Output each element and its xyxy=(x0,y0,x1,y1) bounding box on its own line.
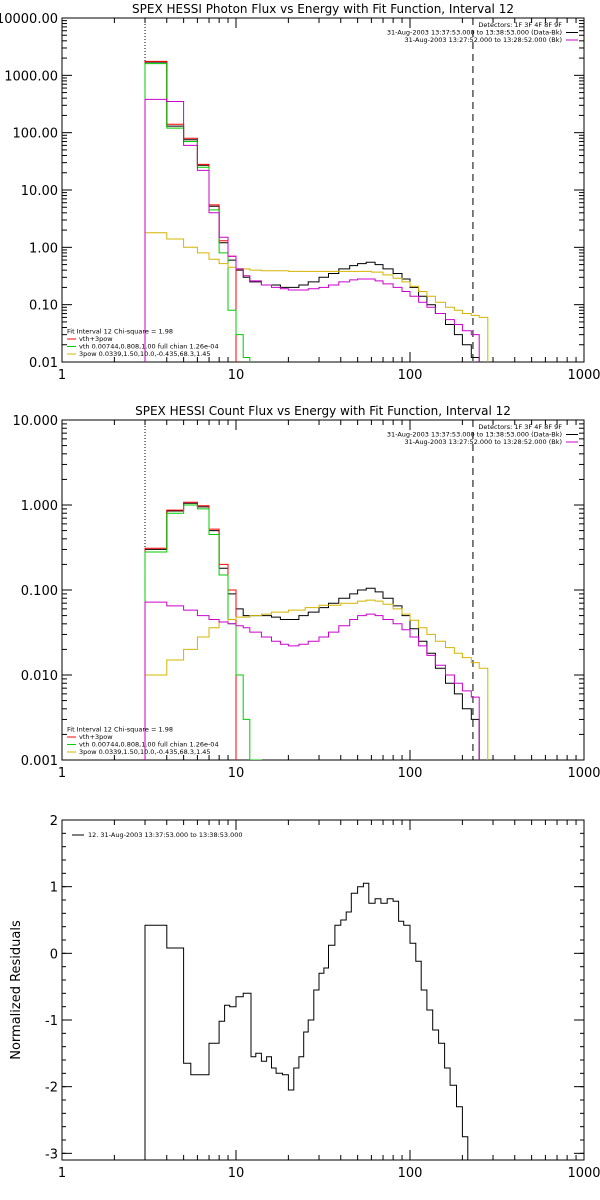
y-tick-label: 0 xyxy=(50,947,58,962)
y-tick-label: 100.00 xyxy=(13,127,59,142)
legend-entry: vth+3pow xyxy=(79,335,113,343)
y-tick-label: 1.000 xyxy=(21,499,58,514)
series-line-3 xyxy=(144,504,262,760)
legend-top-left: 12. 31-Aug-2003 13:37:53.000 to 13:38:53… xyxy=(72,831,243,839)
x-tick-label: 1 xyxy=(58,1166,66,1181)
chart-panel-2: SPEX HESSI Count Flux vs Energy with Fit… xyxy=(13,404,600,781)
legend-bottom-left: Fit Interval 12 Chi-square = 1.98vth+3po… xyxy=(67,328,219,358)
legend-entry: Detectors: 1F 3F 4F 8F 9F xyxy=(478,423,562,431)
series-line-1 xyxy=(144,882,474,1160)
plot-frame xyxy=(61,819,585,1161)
y-tick-label: -3 xyxy=(45,1147,58,1162)
x-tick-label: 1000 xyxy=(567,1166,600,1181)
y-tick-label: 0.10 xyxy=(29,299,58,314)
chart-panel-3: 1 10 100 1000 -3 -2 -1 0 1 2 Normalized Residuals 1… xyxy=(9,814,600,1181)
chart-title: SPEX HESSI Photon Flux vs Energy with Fi… xyxy=(132,2,514,16)
y-tick-label: -2 xyxy=(45,1081,58,1096)
legend-entry: Fit Interval 12 Chi-square = 1.98 xyxy=(67,328,173,336)
legend-entry: 31-Aug-2003 13:37:53.000 to 13:38:53.000… xyxy=(387,431,562,439)
legend-entry: Fit Interval 12 Chi-square = 1.98 xyxy=(67,726,173,734)
y-tick-label: 0.001 xyxy=(21,754,58,769)
series-group xyxy=(144,60,489,362)
series-line-4 xyxy=(144,232,489,362)
y-axis-label: Normalized Residuals xyxy=(9,920,24,1060)
legend-entry: vth 0.00744,0.808,1.00 full chian 1.26e-… xyxy=(79,343,219,351)
series-group xyxy=(144,882,474,1160)
y-tick-label: -1 xyxy=(45,1014,58,1029)
y-tick-label: 10000.00 xyxy=(0,12,58,27)
x-tick-label: 1 xyxy=(58,368,66,383)
chart-title: SPEX HESSI Count Flux vs Energy with Fit… xyxy=(135,404,511,418)
legend-entry: 31-Aug-2003 13:27:52.000 to 13:28:52.000… xyxy=(405,438,562,446)
legend-entry: 3pow 0.0339,1.50,10.0,-0.435,68.3,1.45 xyxy=(79,350,211,358)
legend-entry: vth 0.00744,0.808,1.00 full chian 1.26e-… xyxy=(79,741,219,749)
y-tick-label: 2 xyxy=(50,814,58,829)
y-tick-label: 0.01 xyxy=(29,356,58,371)
legend-entry: 31-Aug-2003 13:27:52.000 to 13:28:52.000… xyxy=(405,36,562,44)
series-line-5 xyxy=(144,98,480,362)
legend-entry: 12. 31-Aug-2003 13:37:53.000 to 13:38:53… xyxy=(88,831,243,839)
series-line-4 xyxy=(144,599,489,760)
x-tick-label: 100 xyxy=(398,1166,423,1181)
legend-entry: Detectors: 1F 3F 4F 8F 9F xyxy=(478,21,562,29)
x-tick-label: 10 xyxy=(228,368,245,383)
legend-entry: 31-Aug-2003 13:37:53.000 to 13:38:53.000… xyxy=(387,29,562,37)
chart-panel-1: SPEX HESSI Photon Flux vs Energy with Fi… xyxy=(0,2,600,383)
series-group xyxy=(144,501,489,760)
x-tick-label: 10 xyxy=(228,766,245,781)
y-tick-label: 10.00 xyxy=(21,184,58,199)
y-tick-label: 1000.00 xyxy=(4,69,58,84)
y-tick-label: 0.010 xyxy=(21,669,58,684)
x-tick-label: 1000 xyxy=(567,368,600,383)
y-tick-label: 1.00 xyxy=(29,241,58,256)
series-line-5 xyxy=(144,601,480,760)
x-tick-label: 100 xyxy=(398,368,423,383)
y-tick-label: 0.100 xyxy=(21,584,58,599)
x-tick-label: 10 xyxy=(228,1166,245,1181)
legend-entry: 3pow 0.0339,1.50,10.0,-0.435,68.3,1.45 xyxy=(79,748,211,756)
x-tick-label: 1 xyxy=(58,766,66,781)
x-tick-label: 100 xyxy=(398,766,423,781)
y-tick-label: 10.000 xyxy=(13,414,59,429)
legend-entry: vth+3pow xyxy=(79,733,113,741)
y-tick-label: 1 xyxy=(50,881,58,896)
legend-bottom-left: Fit Interval 12 Chi-square = 1.98vth+3po… xyxy=(67,726,219,756)
x-tick-label: 1000 xyxy=(567,766,600,781)
